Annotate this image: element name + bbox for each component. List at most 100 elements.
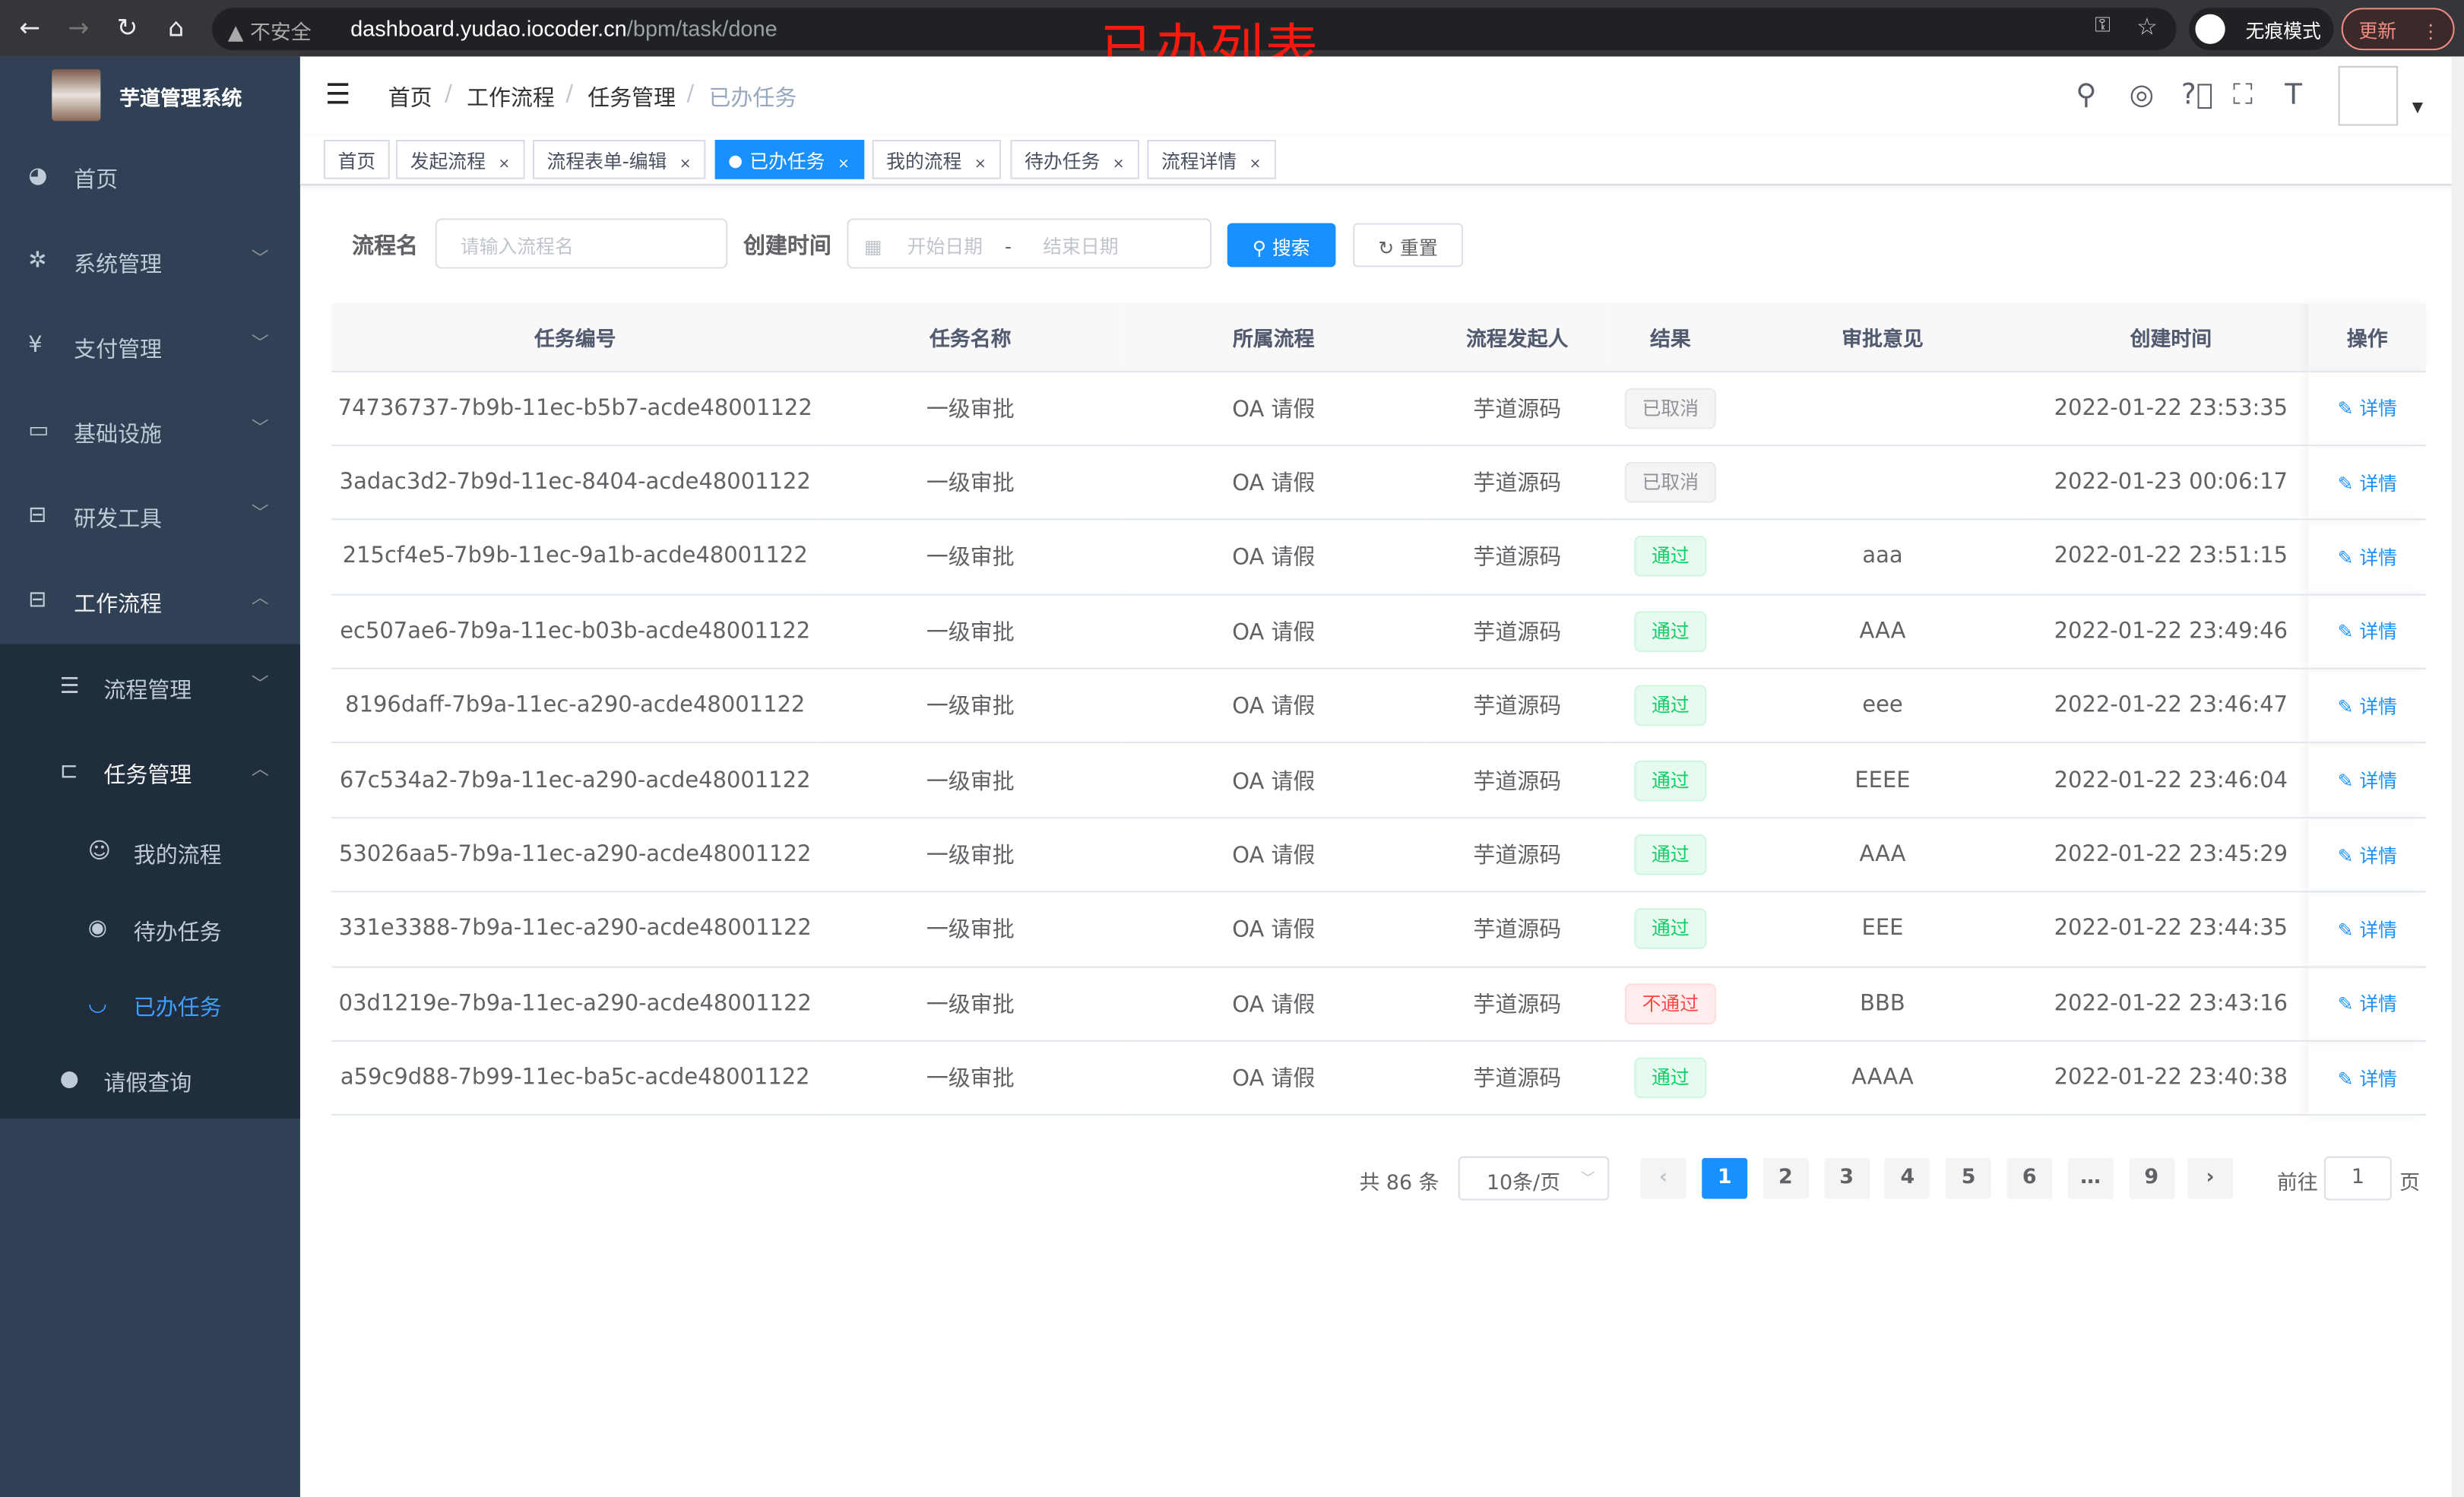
next-page-button[interactable]: › bbox=[2187, 1157, 2234, 1199]
page-button[interactable]: … bbox=[2067, 1157, 2114, 1199]
table-cell bbox=[1731, 370, 2034, 446]
submenu bbox=[0, 644, 300, 1119]
chevron-down-icon: ﹀ bbox=[251, 333, 269, 354]
fullscreen-icon[interactable]: ⛶ bbox=[2233, 78, 2253, 112]
tag-done-task[interactable]: 已办任务 × bbox=[714, 140, 864, 179]
sidebar-item-tools[interactable]: ⊟ 研发工具 ﹀ bbox=[0, 474, 300, 559]
breadcrumb-separator: / bbox=[565, 81, 574, 107]
date-range-picker[interactable]: ▦ 开始日期 - 结束日期 bbox=[847, 218, 1212, 269]
sidebar-item-todo[interactable]: ◉ 待办任务 bbox=[0, 888, 300, 973]
table-cell: 2022-01-22 23:43:16 bbox=[2033, 966, 2309, 1042]
table-cell: BBB bbox=[1731, 966, 2034, 1042]
detail-link[interactable]: ✎ 详情 bbox=[2338, 546, 2397, 568]
table-cell: 一级审批 bbox=[819, 668, 1123, 744]
detail-link[interactable]: ✎ 详情 bbox=[2338, 844, 2397, 866]
reset-button[interactable]: ↻ 重置 bbox=[1353, 223, 1463, 267]
caret-down-icon[interactable]: ▼ bbox=[2412, 100, 2424, 117]
detail-link[interactable]: ✎ 详情 bbox=[2338, 770, 2397, 792]
table-cell: 不通过 bbox=[1609, 966, 1732, 1042]
detail-link[interactable]: ✎ 详情 bbox=[2338, 993, 2397, 1015]
table-cell: OA 请假 bbox=[1122, 668, 1426, 744]
breadcrumb-separator: / bbox=[445, 81, 452, 107]
table-cell: 通过 bbox=[1609, 1040, 1732, 1116]
table-cell: 03d1219e-7b9a-11ec-a290-acde48001122 bbox=[331, 966, 819, 1042]
warning-icon: ▲ 不安全 bbox=[227, 21, 312, 46]
toolbox-icon: ⊟ bbox=[28, 587, 47, 613]
edit-icon: ✎ bbox=[2337, 472, 2354, 495]
sidebar-item-my-process[interactable]: ☺ 我的流程 bbox=[0, 811, 300, 896]
github-icon[interactable]: ◎ bbox=[2129, 78, 2155, 112]
incognito-badge[interactable]: 无痕模式 bbox=[2189, 8, 2334, 51]
page-button[interactable]: 5 bbox=[1946, 1157, 1992, 1199]
detail-link[interactable]: ✎ 详情 bbox=[2338, 621, 2397, 643]
table-cell: 芋道源码 bbox=[1425, 519, 1610, 595]
sidebar-item-task-manage[interactable]: ⊏ 任务管理 ︿ bbox=[0, 730, 300, 815]
close-icon[interactable]: × bbox=[1112, 157, 1125, 173]
detail-link[interactable]: ✎ 详情 bbox=[2338, 695, 2397, 717]
goto-page-input[interactable]: 1 bbox=[2323, 1156, 2392, 1201]
detail-label: 详情 bbox=[2359, 621, 2398, 644]
reload-icon[interactable]: ↻ bbox=[116, 12, 138, 43]
key-icon[interactable]: ⚿ bbox=[2095, 14, 2111, 38]
breadcrumb-workflow[interactable]: 工作流程 bbox=[467, 86, 555, 112]
search-button[interactable]: ⚲ 搜索 bbox=[1227, 223, 1335, 267]
detail-link[interactable]: ✎ 详情 bbox=[2338, 397, 2397, 419]
address-bar[interactable]: ▲ 不安全 dashboard.yudao.iocoder.cn/bpm/tas… bbox=[212, 8, 2177, 51]
tag-home[interactable]: 首页 bbox=[323, 140, 390, 179]
close-icon[interactable]: × bbox=[838, 157, 850, 173]
table-cell: ✎ 详情 bbox=[2308, 593, 2427, 669]
detail-label: 详情 bbox=[2359, 770, 2398, 793]
sidebar-item-done[interactable]: ◡ 已办任务 bbox=[0, 963, 300, 1048]
search-icon[interactable]: ⚲ bbox=[2076, 78, 2097, 112]
sidebar-item-workflow[interactable]: ⊟ 工作流程 ︿ bbox=[0, 559, 300, 644]
forward-icon[interactable]: → bbox=[68, 12, 90, 43]
page-button[interactable]: 3 bbox=[1823, 1157, 1870, 1199]
hamburger-icon[interactable]: ☰ bbox=[325, 78, 351, 112]
more-icon: ⋮ bbox=[2421, 20, 2440, 43]
page-button[interactable]: 9 bbox=[2128, 1157, 2174, 1199]
task-table: 任务编号 任务名称 所属流程 流程发起人 结果 审批意见 创建时间 操作 74736737-7… bbox=[331, 303, 2427, 1116]
process-name-input[interactable]: 请输入流程名 bbox=[435, 218, 728, 269]
sidebar-item-flow-manage[interactable]: ☰ 流程管理 ﹀ bbox=[0, 646, 300, 731]
breadcrumb-task[interactable]: 任务管理 bbox=[587, 86, 676, 112]
detail-link[interactable]: ✎ 详情 bbox=[2338, 472, 2397, 494]
tag-my-process[interactable]: 我的流程 × bbox=[872, 140, 1001, 179]
tag-process-detail[interactable]: 流程详情 × bbox=[1147, 140, 1275, 179]
avatar[interactable] bbox=[2338, 65, 2399, 126]
detail-link[interactable]: ✎ 详情 bbox=[2338, 1068, 2397, 1090]
sidebar-item-leave[interactable]: ● 请假查询 bbox=[0, 1039, 300, 1124]
update-button[interactable]: 更新 ⋮ bbox=[2341, 8, 2455, 51]
start-date-input[interactable]: 开始日期 bbox=[907, 236, 983, 258]
tag-form-edit[interactable]: 流程表单-编辑 × bbox=[532, 140, 706, 179]
sidebar-item-home[interactable]: ◕ 首页 bbox=[0, 135, 300, 220]
active-dot-icon bbox=[729, 155, 742, 169]
help-icon[interactable]: ?⃝ bbox=[2181, 78, 2213, 112]
edit-icon: ✎ bbox=[2337, 621, 2354, 644]
sidebar-item-infra[interactable]: ▭ 基础设施 ﹀ bbox=[0, 390, 300, 475]
close-icon[interactable]: × bbox=[1249, 157, 1262, 173]
breadcrumb-home[interactable]: 首页 bbox=[388, 86, 432, 112]
close-icon[interactable]: × bbox=[679, 157, 692, 173]
tag-start-process[interactable]: 发起流程 × bbox=[396, 140, 524, 179]
back-icon[interactable]: ← bbox=[19, 12, 41, 43]
sidebar-item-system[interactable]: ✲ 系统管理 ﹀ bbox=[0, 220, 300, 305]
result-badge: 通过 bbox=[1634, 611, 1707, 652]
page-button[interactable]: 2 bbox=[1762, 1157, 1809, 1199]
sidebar-item-pay[interactable]: ¥ 支付管理 ﹀ bbox=[0, 305, 300, 390]
tag-todo[interactable]: 待办任务 × bbox=[1010, 140, 1139, 179]
detail-link[interactable]: ✎ 详情 bbox=[2338, 919, 2397, 941]
prev-page-button[interactable]: ‹ bbox=[1640, 1157, 1686, 1199]
star-icon[interactable]: ☆ bbox=[2136, 12, 2158, 41]
page-button[interactable]: 1 bbox=[1702, 1157, 1748, 1199]
page-button[interactable]: 6 bbox=[2006, 1157, 2053, 1199]
close-icon[interactable]: × bbox=[498, 157, 511, 173]
page-scrollbar[interactable] bbox=[2451, 56, 2464, 1497]
update-label: 更新 bbox=[2358, 20, 2397, 43]
page-button[interactable]: 4 bbox=[1884, 1157, 1930, 1199]
close-icon[interactable]: × bbox=[974, 157, 987, 173]
end-date-input[interactable]: 结束日期 bbox=[1043, 236, 1119, 258]
detail-label: 详情 bbox=[2359, 546, 2398, 569]
home-icon[interactable]: ⌂ bbox=[168, 12, 185, 43]
font-size-icon[interactable]: T bbox=[2285, 78, 2303, 112]
page-size-select[interactable]: 10条/页 ﹀ bbox=[1458, 1156, 1610, 1201]
